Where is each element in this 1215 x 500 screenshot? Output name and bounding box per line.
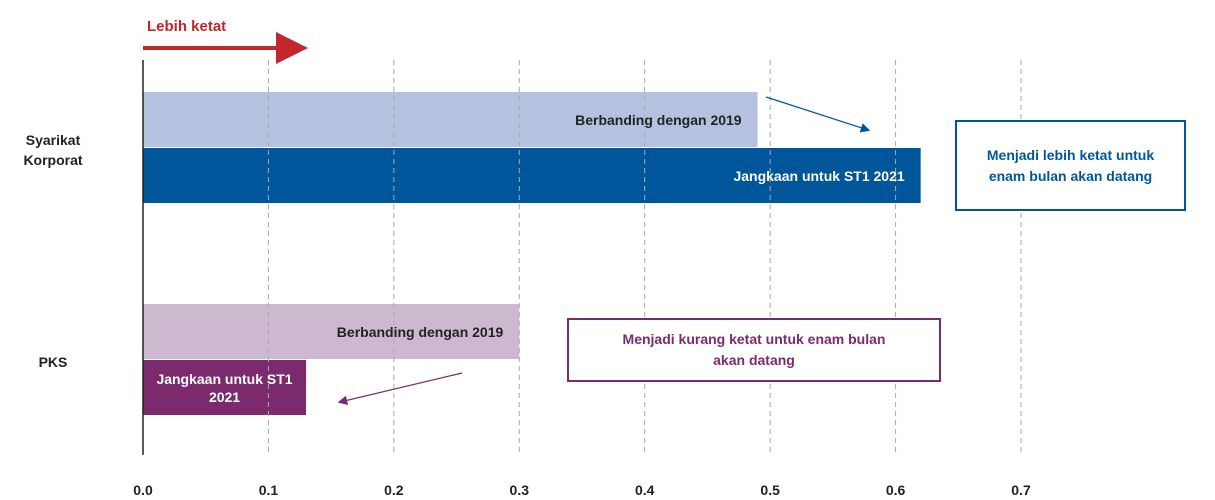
- bar-label: Jangkaan untuk ST1 2021: [156, 370, 293, 405]
- x-tick-label: 0.6: [886, 482, 906, 498]
- bar: [143, 92, 758, 147]
- x-tick-label: 0.3: [510, 482, 530, 498]
- x-tick-label: 0.7: [1011, 482, 1031, 498]
- direction-label: Lebih ketat: [147, 18, 227, 35]
- bar-label: Berbanding dengan 2019: [575, 111, 742, 128]
- pointer-arrow: [765, 96, 871, 133]
- y-tick-label: Syarikat Korporat: [23, 132, 83, 168]
- bar-label: Jangkaan untuk ST1 2021: [733, 167, 905, 184]
- x-tick-label: 0.2: [384, 482, 404, 498]
- x-tick-label: 0.0: [133, 482, 153, 498]
- note-box: Menjadi lebih ketat untuk enam bulan aka…: [955, 120, 1186, 211]
- note-box: Menjadi kurang ketat untuk enam bulan ak…: [567, 318, 941, 382]
- x-tick-label: 0.4: [635, 482, 655, 498]
- x-tick-label: 0.1: [259, 482, 279, 498]
- bar-label: Berbanding dengan 2019: [336, 323, 504, 340]
- x-tick-label: 0.5: [760, 482, 780, 498]
- pointer-arrow: [337, 372, 463, 406]
- bar: [143, 148, 921, 203]
- bar: [143, 304, 520, 359]
- y-tick-label: PKS: [38, 354, 68, 370]
- bar: [143, 360, 307, 415]
